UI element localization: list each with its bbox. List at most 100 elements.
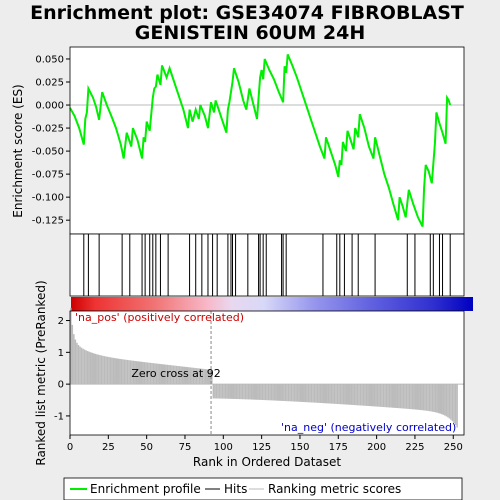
metric-bar: [293, 384, 296, 402]
hits-panel-background: [70, 234, 464, 296]
metric-bar: [166, 364, 169, 385]
metric-bar: [180, 366, 182, 385]
metric-bar: [109, 357, 112, 385]
metric-bar: [218, 384, 221, 399]
metric-bar: [437, 384, 440, 414]
metric-bar: [138, 361, 141, 385]
metric-bar: [175, 365, 178, 385]
metric-bar: [280, 384, 282, 401]
metric-bar: [244, 384, 247, 400]
metric-bar: [79, 346, 81, 385]
metric-bar: [181, 366, 184, 385]
metric-bar: [263, 384, 265, 401]
metric-bar: [430, 384, 432, 412]
es-y-tick-label: -0.100: [32, 193, 64, 204]
metric-bar: [145, 362, 147, 385]
metric-bar: [223, 384, 225, 399]
metric-bar: [451, 384, 454, 422]
metric-bar: [154, 363, 156, 385]
metric-bar: [240, 384, 242, 400]
metric-bar: [152, 363, 155, 385]
metric-bar: [183, 366, 185, 385]
metric-bar: [447, 384, 449, 418]
metric-bar: [405, 384, 408, 409]
metric-bar: [252, 384, 254, 400]
metric-bar: [257, 384, 259, 400]
metric-bar: [393, 384, 396, 408]
metric-bar: [376, 384, 379, 407]
metric-bar: [298, 384, 300, 402]
metric-bar: [333, 384, 336, 404]
metric-bar: [422, 384, 425, 411]
metric-x-axis: 0 25 50 75 100 125 150 175 200 225 250: [67, 435, 463, 453]
metric-bar: [211, 369, 213, 385]
metric-bar: [367, 384, 369, 406]
metric-bar: [398, 384, 400, 409]
metric-bar: [269, 384, 271, 401]
legend-label-hits: Hits: [224, 482, 247, 496]
metric-bar: [201, 368, 204, 385]
metric-y-tick-label: 2: [58, 316, 64, 327]
metric-bar: [356, 384, 359, 406]
metric-y-tick-label: 1: [58, 348, 64, 359]
metric-bar: [102, 355, 104, 385]
metric-bar: [186, 367, 189, 385]
metric-bar: [206, 369, 208, 385]
metric-bar: [188, 367, 190, 385]
metric-bar: [260, 384, 262, 400]
metric-bar: [322, 384, 325, 404]
metric-bar: [448, 384, 451, 419]
metric-bar: [292, 384, 294, 402]
metric-bar: [234, 384, 236, 399]
metric-bar: [345, 384, 348, 405]
metric-bar: [126, 359, 129, 385]
metric-bar: [450, 384, 452, 420]
metric-bar: [230, 384, 233, 399]
x-tick-label: 100: [214, 442, 233, 453]
metric-bar: [237, 384, 239, 400]
metric-bar: [407, 384, 409, 409]
metric-bar: [424, 384, 426, 411]
metric-bar: [421, 384, 423, 411]
metric-bar: [266, 384, 268, 401]
metric-bar: [272, 384, 274, 401]
metric-bar: [214, 384, 216, 399]
ranking-metric-bars: [70, 307, 464, 428]
metric-bar: [77, 344, 80, 385]
metric-bar: [359, 384, 362, 406]
metric-bar: [395, 384, 397, 408]
metric-bar: [284, 384, 287, 402]
metric-bar: [198, 368, 201, 385]
metric-bar: [273, 384, 276, 401]
metric-bar: [177, 366, 179, 385]
chart-title-line2: GENISTEIN 60UM 24H: [135, 22, 366, 44]
metric-bar: [341, 384, 343, 405]
metric-bar: [445, 384, 448, 417]
metric-bar: [119, 358, 121, 385]
x-tick-label: 175: [329, 442, 348, 453]
metric-bar: [161, 364, 164, 385]
metric-bar: [368, 384, 371, 407]
metric-bar: [390, 384, 392, 408]
x-tick-label: 50: [140, 442, 153, 453]
metric-bar: [192, 367, 195, 385]
es-y-tick-label: 0.000: [35, 101, 64, 112]
metric-bar: [114, 358, 116, 385]
metric-bar: [321, 384, 323, 404]
metric-bar: [299, 384, 302, 402]
metric-bar: [324, 384, 327, 404]
metric-bar: [431, 384, 434, 412]
metric-bar: [227, 384, 230, 399]
metric-bar: [347, 384, 350, 405]
metric-bar: [264, 384, 267, 401]
metric-bar: [151, 363, 153, 385]
metric-bar: [362, 384, 365, 406]
metric-bar: [103, 356, 106, 385]
metric-bar: [433, 384, 435, 413]
metric-bar: [428, 384, 431, 412]
es-y-axis: 0.050 0.025 0.000 -0.025 -0.050 -0.075 -0.100 -…: [32, 54, 70, 227]
metric-y-tick-label: 0: [58, 380, 64, 391]
es-y-tick-label: -0.075: [32, 170, 64, 181]
metric-bar: [111, 357, 113, 385]
metric-bar: [229, 384, 231, 399]
